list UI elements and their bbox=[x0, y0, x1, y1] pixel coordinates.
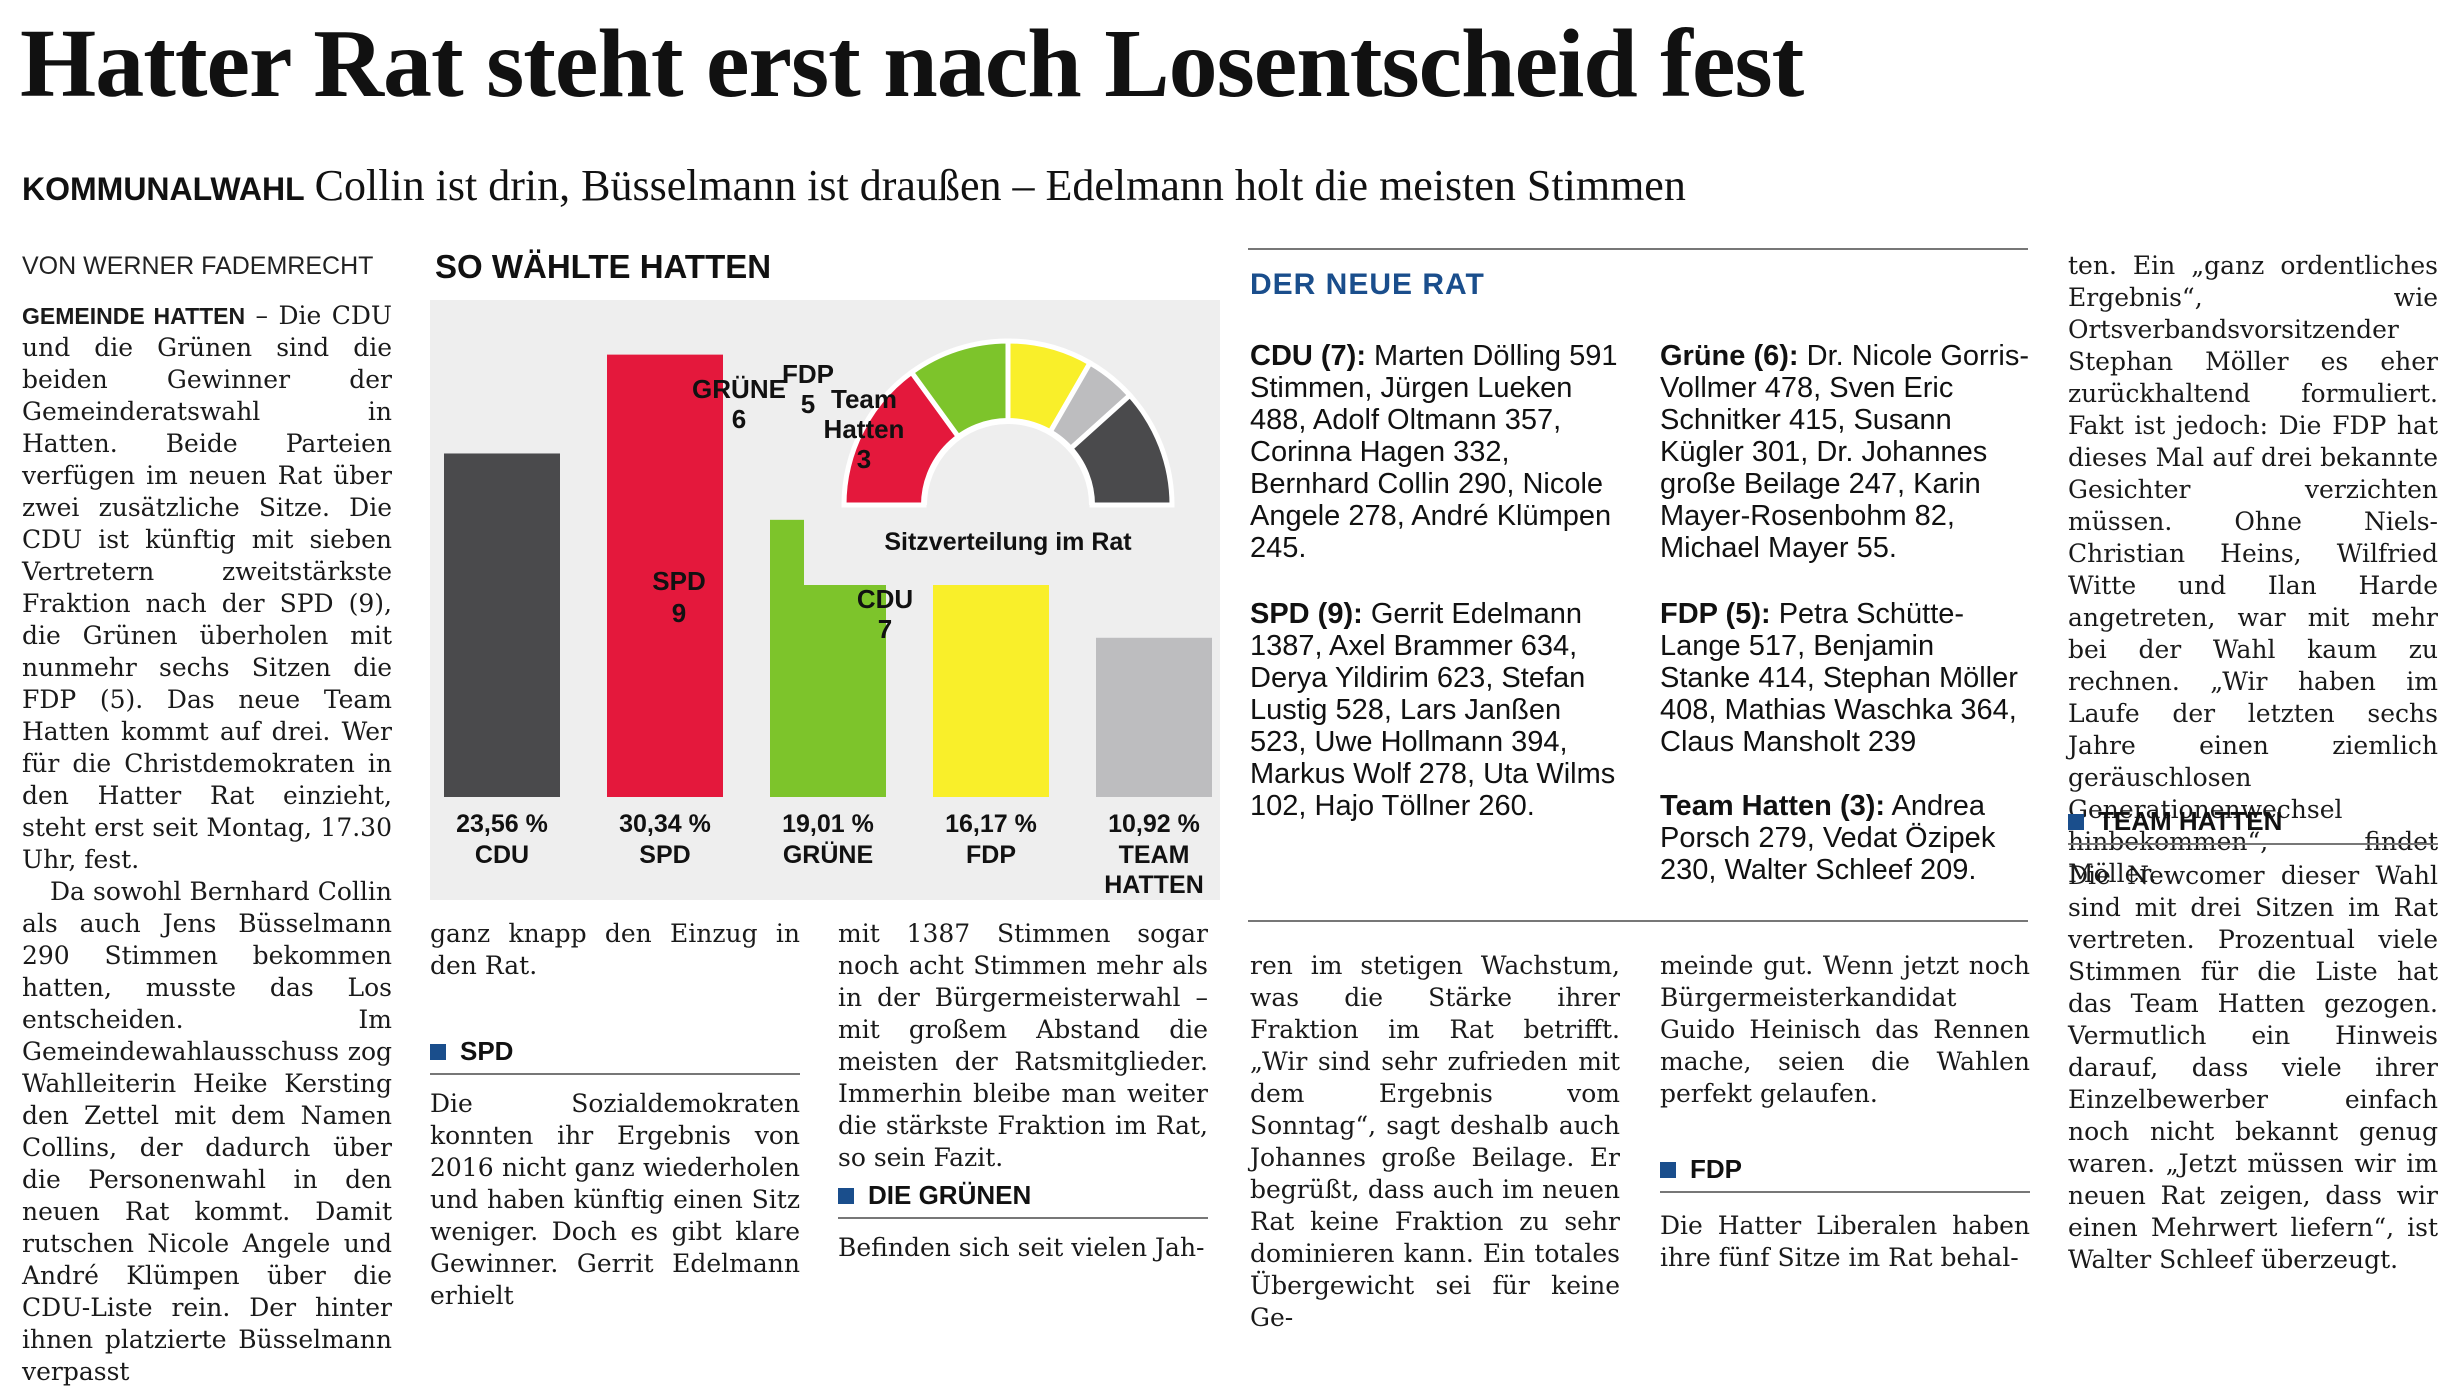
council-box-title: DER NEUE RAT bbox=[1250, 268, 1485, 301]
council-fdp-label: FDP (5): bbox=[1660, 598, 1771, 630]
bar-value-label: 16,17 % bbox=[945, 810, 1037, 838]
section-marker-icon bbox=[838, 1187, 854, 1204]
council-fdp: FDP (5): Petra Schütte-Lange 517, Benjam… bbox=[1660, 598, 2030, 758]
column3-paragraph-1: mit 1387 Stimmen sogar noch acht Stimmen… bbox=[838, 919, 1208, 1172]
council-gruene: Grüne (6): Dr. Nicole Gorris-Vollmer 478… bbox=[1660, 340, 2030, 564]
bar-category-label: SPD bbox=[639, 841, 690, 869]
section-label: TEAM HATTEN bbox=[2098, 806, 2283, 836]
council-cdu-label: CDU (7): bbox=[1250, 340, 1366, 372]
seat-label: FDP bbox=[782, 359, 834, 389]
bar-value-label: 19,01 % bbox=[782, 810, 874, 838]
column1-paragraph-2: Da sowohl Bernhard Collin als auch Jens … bbox=[22, 877, 392, 1386]
column6-paragraph-1: ten. Ein „ganz ordentliches Ergebnis“, w… bbox=[2068, 251, 2438, 888]
column5-paragraph-2: Die Hatter Liberalen haben ihre fünf Sit… bbox=[1660, 1211, 2030, 1272]
bar-category-label: FDP bbox=[966, 841, 1016, 869]
bar-value-label: 10,92 % bbox=[1108, 810, 1200, 838]
section-label: DIE GRÜNEN bbox=[868, 1180, 1032, 1210]
seat-label: SPD bbox=[652, 566, 705, 596]
seat-value: 9 bbox=[672, 598, 686, 628]
seat-label: CDU bbox=[857, 584, 913, 614]
column6-paragraph-2: Die Newcomer dieser Wahl sind mit drei S… bbox=[2068, 861, 2438, 1274]
seat-value: 7 bbox=[878, 614, 892, 644]
column1-text-1: – Die CDU und die Grünen sind die beiden… bbox=[22, 301, 392, 874]
bar-category-label: HATTEN bbox=[1104, 871, 1204, 899]
section-header-gruene: DIE GRÜNEN bbox=[838, 1174, 1208, 1219]
byline: VON WERNER FADEMRECHT bbox=[22, 252, 374, 280]
column3-paragraph-2: Befinden sich seit vielen Jah- bbox=[838, 1233, 1205, 1262]
donut-subtitle: Sitzverteilung im Rat bbox=[884, 528, 1132, 556]
section-header-spd: SPD bbox=[430, 1030, 800, 1075]
article-column-6b: Die Newcomer dieser Wahl sind mit drei S… bbox=[2068, 860, 2438, 1276]
article-column-5b: Die Hatter Liberalen haben ihre fünf Sit… bbox=[1660, 1210, 2030, 1274]
seat-label: Team bbox=[831, 384, 897, 414]
section-label: FDP bbox=[1690, 1154, 1742, 1184]
column4-paragraph-1: ren im stetigen Wachstum, was die Stärke… bbox=[1250, 951, 1620, 1332]
council-team-label: Team Hatten (3): bbox=[1660, 790, 1886, 822]
column5-paragraph-1: meinde gut. Wenn jetzt noch Bürgermeiste… bbox=[1660, 951, 2030, 1108]
article-column-6: ten. Ein „ganz ordentliches Ergebnis“, w… bbox=[2068, 250, 2438, 890]
article-column-2b: Die Sozialdemokraten konnten ihr Ergebni… bbox=[430, 1088, 800, 1312]
council-team-text: Andrea Porsch 279, Vedat Özipek 230, Wal… bbox=[1660, 790, 1996, 886]
section-marker-icon bbox=[430, 1043, 446, 1060]
council-gruene-text: Dr. Nicole Gorris-Vollmer 478, Sven Eric… bbox=[1660, 340, 2029, 564]
chart-title: SO WÄHLTE HATTEN bbox=[435, 248, 772, 285]
section-header-fdp: FDP bbox=[1660, 1148, 2030, 1193]
seat-value: 6 bbox=[732, 404, 746, 434]
section-header-team-hatten: TEAM HATTEN bbox=[2068, 800, 2438, 845]
article-column-5: meinde gut. Wenn jetzt noch Bürgermeiste… bbox=[1660, 950, 2030, 1110]
donut-caption-backing bbox=[804, 513, 1212, 585]
article-column-1: GEMEINDE HATTEN – Die CDU und die Grünen… bbox=[22, 300, 392, 1388]
column2-paragraph-2: Die Sozialdemokraten konnten ihr Ergebni… bbox=[430, 1089, 800, 1310]
seat-label: GRÜNE bbox=[692, 374, 786, 404]
section-marker-icon bbox=[2068, 813, 2084, 830]
council-gruene-label: Grüne (6): bbox=[1660, 340, 1799, 372]
bar-team-hatten bbox=[1096, 637, 1212, 797]
council-cdu: CDU (7): Marten Dölling 591 Stimmen, Jür… bbox=[1250, 340, 1620, 564]
donut-inner bbox=[921, 418, 1095, 506]
bar-category-label: TEAM bbox=[1119, 841, 1190, 869]
article-column-2: ganz knapp den Einzug in den Rat. bbox=[430, 918, 800, 982]
section-marker-icon bbox=[1660, 1161, 1676, 1178]
section-label: SPD bbox=[460, 1036, 514, 1066]
article-column-3b: Befinden sich seit vielen Jah- bbox=[838, 1232, 1208, 1264]
council-box bbox=[1248, 248, 2028, 922]
council-spd-label: SPD (9): bbox=[1250, 598, 1363, 630]
column1-paragraph-1: GEMEINDE HATTEN – Die CDU und die Grünen… bbox=[22, 300, 392, 876]
article-column-4: ren im stetigen Wachstum, was die Stärke… bbox=[1250, 950, 1620, 1334]
lead-dateline: GEMEINDE HATTEN bbox=[22, 303, 246, 329]
seat-value: 3 bbox=[857, 444, 871, 474]
bar-cdu bbox=[444, 453, 560, 797]
bar-category-label: CDU bbox=[475, 841, 529, 869]
seat-value: 5 bbox=[801, 389, 815, 419]
bar-value-label: 30,34 % bbox=[619, 810, 711, 838]
bar-fdp bbox=[933, 561, 1049, 797]
bar-spd bbox=[607, 354, 723, 797]
article-column-3: mit 1387 Stimmen sogar noch acht Stimmen… bbox=[838, 918, 1208, 1174]
seat-label: Hatten bbox=[824, 414, 905, 444]
subheadline: KOMMUNALWAHL Collin ist drin, Büsselmann … bbox=[22, 160, 1686, 211]
subheadline-text: Collin ist drin, Büsselmann ist draußen … bbox=[314, 161, 1686, 210]
council-cdu-text: Marten Dölling 591 Stimmen, Jürgen Lueke… bbox=[1250, 340, 1618, 564]
headline: Hatter Rat steht erst nach Losentscheid … bbox=[20, 10, 1804, 118]
bar-value-label: 23,56 % bbox=[456, 810, 548, 838]
council-fdp-text: Petra Schütte-Lange 517, Benjamin Stanke… bbox=[1660, 598, 2018, 758]
council-spd: SPD (9): Gerrit Edelmann 1387, Axel Bram… bbox=[1250, 598, 1620, 822]
council-team-hatten: Team Hatten (3): Andrea Porsch 279, Veda… bbox=[1660, 790, 2030, 886]
column2-paragraph-1: ganz knapp den Einzug in den Rat. bbox=[430, 919, 800, 980]
kicker: KOMMUNALWAHL bbox=[22, 171, 305, 207]
council-spd-text: Gerrit Edelmann 1387, Axel Brammer 634, … bbox=[1250, 598, 1616, 822]
bar-category-label: GRÜNE bbox=[783, 840, 873, 869]
